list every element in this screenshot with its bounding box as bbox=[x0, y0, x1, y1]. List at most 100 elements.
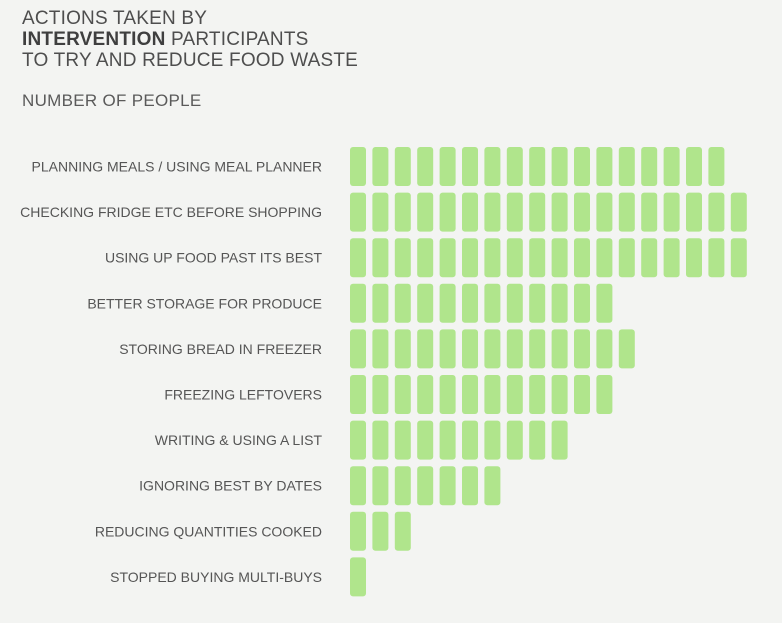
person-block bbox=[417, 147, 434, 186]
person-block bbox=[686, 147, 702, 186]
person-block bbox=[394, 329, 411, 369]
category-label: USING UP FOOD PAST ITS BEST bbox=[105, 250, 322, 266]
chart-title: ACTIONS TAKEN BY INTERVENTION PARTICIPAN… bbox=[22, 8, 358, 71]
person-block bbox=[506, 283, 523, 323]
person-block bbox=[596, 375, 613, 414]
person-block bbox=[417, 192, 434, 232]
person-block bbox=[663, 192, 680, 232]
person-block bbox=[350, 420, 366, 460]
person-block bbox=[417, 466, 434, 506]
person-block bbox=[417, 375, 434, 414]
person-block bbox=[439, 147, 456, 186]
person-block bbox=[350, 329, 366, 369]
person-block bbox=[484, 420, 501, 460]
person-block bbox=[551, 147, 568, 186]
person-block bbox=[484, 147, 501, 186]
person-block bbox=[394, 238, 411, 278]
person-block bbox=[641, 147, 658, 186]
person-block bbox=[506, 329, 523, 369]
person-block bbox=[686, 192, 702, 232]
person-block bbox=[641, 238, 658, 278]
person-block bbox=[350, 375, 366, 414]
person-block bbox=[484, 329, 501, 369]
bar-row: CHECKING FRIDGE ETC BEFORE SHOPPING bbox=[20, 192, 747, 232]
person-block bbox=[350, 238, 366, 278]
person-block bbox=[663, 147, 680, 186]
title-line-3: TO TRY AND REDUCE FOOD WASTE bbox=[22, 50, 359, 71]
person-block bbox=[529, 375, 546, 414]
person-block bbox=[439, 238, 456, 278]
person-block bbox=[551, 329, 568, 369]
person-block bbox=[574, 147, 590, 186]
category-label: STOPPED BUYING MULTI-BUYS bbox=[110, 569, 322, 585]
bar-row: STOPPED BUYING MULTI-BUYS bbox=[110, 557, 366, 597]
person-block bbox=[462, 375, 478, 414]
person-block bbox=[462, 466, 478, 506]
person-block bbox=[551, 192, 568, 232]
person-block bbox=[529, 238, 546, 278]
person-block bbox=[484, 238, 501, 278]
person-block bbox=[394, 283, 411, 323]
bar-row: WRITING & USING A LIST bbox=[155, 420, 568, 460]
person-block bbox=[462, 147, 478, 186]
person-block bbox=[551, 420, 568, 460]
person-block bbox=[574, 192, 590, 232]
bar-row: BETTER STORAGE FOR PRODUCE bbox=[87, 283, 613, 323]
person-block bbox=[372, 283, 389, 323]
person-block bbox=[596, 238, 613, 278]
bar-row: REDUCING QUANTITIES COOKED bbox=[95, 511, 411, 551]
bar-row: PLANNING MEALS / USING MEAL PLANNER bbox=[32, 147, 725, 186]
person-block bbox=[618, 238, 635, 278]
person-block bbox=[506, 420, 523, 460]
person-block bbox=[350, 557, 366, 597]
person-block bbox=[484, 192, 501, 232]
person-block bbox=[417, 238, 434, 278]
person-block bbox=[350, 283, 366, 323]
person-block bbox=[439, 420, 456, 460]
person-block bbox=[439, 329, 456, 369]
person-block bbox=[618, 329, 635, 369]
person-block bbox=[462, 420, 478, 460]
person-block bbox=[529, 147, 546, 186]
person-block bbox=[394, 466, 411, 506]
title-line-2-rest: PARTICIPANTS bbox=[165, 29, 309, 50]
person-block bbox=[372, 466, 389, 506]
person-block bbox=[350, 147, 366, 186]
person-block bbox=[529, 329, 546, 369]
person-block bbox=[439, 283, 456, 323]
person-block bbox=[551, 375, 568, 414]
person-block bbox=[350, 466, 366, 506]
category-label: FREEZING LEFTOVERS bbox=[164, 387, 322, 403]
person-block bbox=[372, 238, 389, 278]
person-block bbox=[372, 329, 389, 369]
person-block bbox=[686, 238, 702, 278]
person-block bbox=[506, 147, 523, 186]
person-block bbox=[708, 238, 725, 278]
person-block bbox=[574, 329, 590, 369]
category-label: WRITING & USING A LIST bbox=[155, 432, 323, 448]
person-block bbox=[551, 238, 568, 278]
person-block bbox=[394, 375, 411, 414]
person-block bbox=[350, 192, 366, 232]
bar-row: FREEZING LEFTOVERS bbox=[164, 375, 613, 414]
person-block bbox=[372, 420, 389, 460]
person-block bbox=[439, 375, 456, 414]
person-block bbox=[372, 147, 389, 186]
chart-subtitle: NUMBER OF PEOPLE bbox=[22, 91, 202, 110]
category-label: BETTER STORAGE FOR PRODUCE bbox=[87, 295, 322, 311]
bar-row: STORING BREAD IN FREEZER bbox=[119, 329, 635, 369]
person-block bbox=[417, 420, 434, 460]
person-block bbox=[596, 147, 613, 186]
person-block bbox=[596, 192, 613, 232]
category-label: REDUCING QUANTITIES COOKED bbox=[95, 523, 322, 539]
person-block bbox=[641, 192, 658, 232]
person-block bbox=[596, 283, 613, 323]
person-block bbox=[574, 375, 590, 414]
person-block bbox=[708, 192, 725, 232]
person-block bbox=[506, 375, 523, 414]
person-block bbox=[484, 466, 501, 506]
person-block bbox=[439, 466, 456, 506]
title-line-1: ACTIONS TAKEN BY bbox=[22, 8, 208, 29]
category-label: CHECKING FRIDGE ETC BEFORE SHOPPING bbox=[20, 204, 322, 220]
